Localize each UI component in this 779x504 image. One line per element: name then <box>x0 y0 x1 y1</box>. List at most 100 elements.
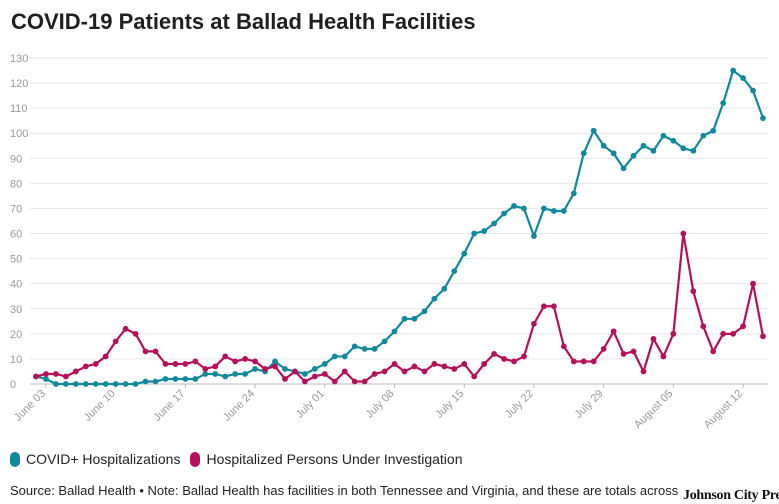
data-point-pui-26 <box>292 368 298 375</box>
data-point-covid-27 <box>301 371 308 377</box>
data-point-covid-54 <box>570 190 577 197</box>
data-point-covid-67 <box>700 132 707 139</box>
data-point-pui-54 <box>570 358 577 365</box>
data-point-pui-39 <box>421 368 428 375</box>
data-point-pui-7 <box>102 353 109 360</box>
data-point-pui-33 <box>361 378 368 385</box>
legend-item-pui[interactable]: Hospitalized Persons Under Investigation <box>190 451 462 467</box>
y-tick-label-80: 80 <box>10 178 22 190</box>
data-point-pui-9 <box>122 325 129 332</box>
data-point-covid-46 <box>491 220 498 227</box>
data-point-pui-19 <box>222 353 229 360</box>
data-point-pui-66 <box>690 288 697 295</box>
data-point-covid-50 <box>531 233 537 239</box>
data-point-pui-30 <box>331 378 338 385</box>
data-point-covid-73 <box>760 115 766 122</box>
data-point-covid-7 <box>102 381 109 387</box>
chart-title: COVID-19 Patients at Ballad Health Facil… <box>11 9 476 34</box>
x-tick-label-5: July 08 <box>364 388 397 421</box>
data-point-covid-68 <box>710 127 717 134</box>
y-tick-label-110: 110 <box>10 103 28 115</box>
data-point-pui-55 <box>580 358 587 365</box>
data-point-pui-13 <box>162 361 169 367</box>
data-point-covid-39 <box>421 308 428 315</box>
y-tick-label-20: 20 <box>10 329 22 341</box>
y-tick-label-130: 130 <box>10 53 28 65</box>
data-point-pui-50 <box>531 320 537 327</box>
brand-logo: Johnson City Press <box>683 488 779 503</box>
data-point-covid-56 <box>590 127 597 134</box>
data-point-pui-14 <box>172 361 179 367</box>
data-point-pui-72 <box>750 280 756 287</box>
data-point-covid-28 <box>311 366 318 372</box>
data-point-pui-38 <box>411 363 418 370</box>
series-layer <box>33 67 766 387</box>
data-point-covid-70 <box>730 67 737 74</box>
data-point-pui-3 <box>62 373 69 380</box>
data-point-covid-21 <box>242 371 249 377</box>
data-point-covid-71 <box>740 75 746 81</box>
data-point-covid-32 <box>351 343 358 350</box>
data-point-covid-41 <box>441 285 448 292</box>
data-point-pui-40 <box>431 361 438 367</box>
data-point-pui-5 <box>82 363 89 370</box>
legend-item-covid[interactable]: COVID+ Hospitalizations <box>10 451 180 467</box>
data-point-pui-23 <box>262 366 268 372</box>
data-point-covid-44 <box>471 230 478 237</box>
data-point-pui-46 <box>491 351 498 357</box>
data-point-covid-8 <box>112 381 119 387</box>
data-point-covid-31 <box>341 353 348 360</box>
data-point-pui-15 <box>182 361 189 367</box>
data-point-covid-52 <box>550 208 557 214</box>
data-point-covid-30 <box>331 353 338 360</box>
x-tick-label-2: June 17 <box>151 388 187 424</box>
data-point-pui-6 <box>92 361 99 367</box>
legend-label-covid: COVID+ Hospitalizations <box>26 451 181 467</box>
data-point-pui-59 <box>620 351 627 357</box>
data-point-covid-22 <box>252 366 258 372</box>
data-point-pui-0 <box>33 373 39 380</box>
data-point-pui-20 <box>232 358 239 365</box>
data-point-pui-21 <box>242 356 249 362</box>
data-point-covid-5 <box>82 381 89 387</box>
data-point-pui-37 <box>401 368 408 375</box>
data-point-covid-53 <box>560 208 567 214</box>
data-point-covid-69 <box>720 100 727 107</box>
data-point-pui-42 <box>451 366 458 372</box>
y-tick-label-40: 40 <box>10 279 22 291</box>
data-point-covid-16 <box>192 376 199 382</box>
data-point-covid-20 <box>232 371 239 377</box>
data-point-covid-57 <box>600 142 607 149</box>
data-point-covid-37 <box>401 315 408 322</box>
data-point-covid-47 <box>501 210 507 217</box>
data-point-covid-1 <box>43 376 49 382</box>
data-point-pui-67 <box>700 323 707 330</box>
x-tick-label-8: July 29 <box>573 388 606 421</box>
data-point-pui-51 <box>541 303 547 310</box>
data-point-covid-38 <box>411 315 418 322</box>
data-point-covid-36 <box>391 328 398 335</box>
data-point-pui-69 <box>720 330 727 337</box>
data-point-covid-29 <box>321 361 328 367</box>
data-point-pui-29 <box>321 371 328 377</box>
data-point-covid-10 <box>132 381 139 387</box>
data-point-covid-15 <box>182 376 189 382</box>
data-point-covid-72 <box>750 87 756 94</box>
data-point-covid-65 <box>680 145 687 152</box>
y-tick-label-50: 50 <box>10 254 22 266</box>
data-point-pui-71 <box>740 323 746 330</box>
data-point-pui-61 <box>640 368 647 375</box>
legend-swatch-pui <box>190 451 201 467</box>
data-point-pui-65 <box>680 230 687 237</box>
data-point-covid-49 <box>521 205 527 212</box>
data-point-pui-36 <box>391 361 398 367</box>
data-point-pui-8 <box>112 338 119 345</box>
y-tick-label-30: 30 <box>10 304 22 316</box>
y-tick-label-70: 70 <box>10 203 22 215</box>
data-point-pui-48 <box>511 358 517 365</box>
data-point-covid-12 <box>152 378 159 385</box>
data-point-pui-56 <box>590 358 597 365</box>
data-point-covid-64 <box>670 137 677 144</box>
data-point-covid-9 <box>122 381 129 387</box>
